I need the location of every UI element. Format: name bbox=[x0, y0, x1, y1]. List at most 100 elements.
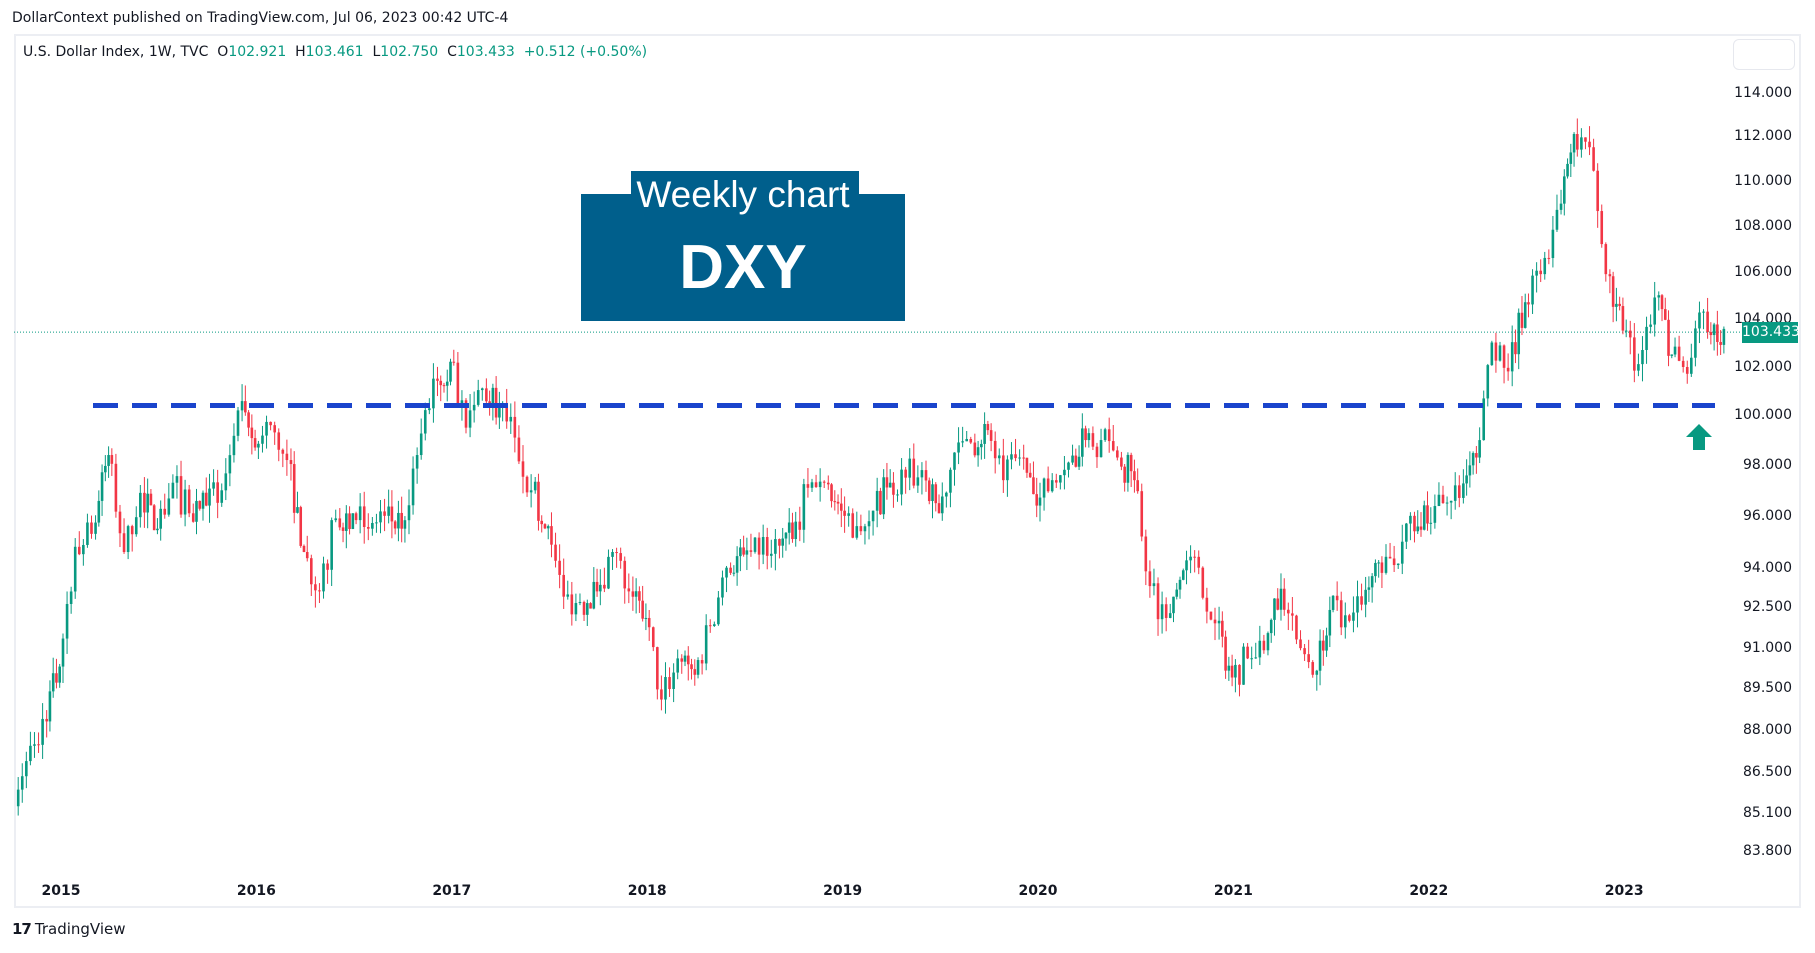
candle-body bbox=[1328, 609, 1332, 636]
candle-body bbox=[1077, 456, 1081, 467]
candle bbox=[1287, 602, 1290, 631]
candle-body bbox=[1307, 654, 1310, 663]
candle bbox=[1539, 259, 1542, 283]
candle-body bbox=[423, 410, 427, 434]
candle bbox=[1193, 550, 1196, 573]
candle bbox=[1569, 143, 1573, 178]
candle-body bbox=[1514, 342, 1517, 355]
candle-body bbox=[976, 447, 980, 456]
candle-body bbox=[1600, 211, 1604, 245]
candle-body bbox=[647, 617, 651, 628]
candle-body bbox=[1471, 453, 1475, 466]
price-tick: 112.000 bbox=[1734, 128, 1792, 145]
candle bbox=[882, 469, 885, 520]
time-tick: 2021 bbox=[1213, 883, 1253, 899]
candle bbox=[118, 504, 122, 548]
chart-settings-box[interactable] bbox=[1733, 39, 1795, 70]
candle bbox=[1315, 669, 1319, 691]
candle bbox=[104, 455, 107, 482]
candle bbox=[1465, 459, 1468, 496]
candle-body bbox=[216, 482, 219, 503]
candle-body bbox=[1660, 295, 1664, 310]
candle-body bbox=[1551, 229, 1555, 259]
candle-body bbox=[104, 465, 107, 473]
candle-body bbox=[1702, 311, 1705, 313]
candle bbox=[1527, 293, 1530, 318]
candle-body bbox=[704, 625, 708, 664]
candle bbox=[1445, 496, 1449, 516]
candle bbox=[296, 491, 299, 514]
candle bbox=[1478, 427, 1481, 464]
candle-body bbox=[1712, 324, 1716, 336]
candle-body bbox=[351, 513, 355, 529]
candle bbox=[1356, 580, 1359, 628]
candle-body bbox=[1273, 598, 1276, 620]
candle-body bbox=[1462, 483, 1465, 498]
candle-body bbox=[107, 455, 110, 466]
candle bbox=[940, 482, 944, 521]
candle-body bbox=[139, 492, 142, 518]
candle bbox=[236, 406, 240, 442]
candle bbox=[957, 427, 960, 465]
candle bbox=[1719, 330, 1722, 356]
candle bbox=[393, 520, 397, 535]
candle bbox=[761, 524, 765, 565]
candle bbox=[1107, 417, 1111, 453]
candle-body bbox=[1566, 163, 1569, 177]
candle-body bbox=[937, 503, 941, 514]
candle bbox=[1660, 294, 1664, 322]
footer-brand[interactable]: TradingView bbox=[34, 920, 126, 938]
candle bbox=[1722, 326, 1726, 354]
candle bbox=[48, 680, 52, 732]
candle-body bbox=[1126, 454, 1130, 483]
candle-body bbox=[1254, 657, 1258, 659]
candle-body bbox=[1527, 302, 1530, 305]
candle-body bbox=[696, 660, 700, 675]
annotation-symbol: DXY bbox=[679, 233, 807, 302]
candle bbox=[683, 650, 687, 667]
candle bbox=[973, 433, 977, 458]
candle bbox=[1370, 573, 1374, 603]
candle-body bbox=[1624, 330, 1628, 332]
candle-body bbox=[122, 533, 126, 553]
candle-body bbox=[345, 513, 348, 531]
close-label: C bbox=[447, 44, 457, 60]
candle-body bbox=[41, 718, 44, 745]
candle-body bbox=[713, 624, 716, 627]
candle-body bbox=[949, 469, 952, 493]
candle bbox=[366, 513, 370, 541]
candle-body bbox=[656, 647, 659, 690]
candle-body bbox=[480, 388, 484, 391]
candle bbox=[611, 549, 614, 570]
candle-body bbox=[1295, 615, 1298, 640]
candle-body bbox=[505, 402, 509, 422]
candle bbox=[818, 468, 822, 502]
candle bbox=[90, 515, 93, 539]
candle bbox=[1254, 642, 1258, 659]
candle-body bbox=[757, 537, 761, 555]
candle-body bbox=[1419, 526, 1423, 530]
candle-body bbox=[1148, 571, 1152, 587]
candle bbox=[1054, 473, 1058, 489]
candle bbox=[1419, 512, 1423, 537]
candle bbox=[1160, 591, 1164, 634]
candle-body bbox=[1572, 134, 1576, 153]
candle bbox=[1133, 459, 1136, 493]
candle-body bbox=[1071, 455, 1074, 463]
candle-body bbox=[1133, 471, 1136, 481]
candle bbox=[1221, 611, 1224, 648]
candle-body bbox=[1433, 506, 1437, 523]
candle bbox=[423, 402, 427, 441]
candle-body bbox=[686, 655, 690, 665]
candle-body bbox=[1136, 480, 1139, 492]
candle bbox=[1318, 629, 1322, 686]
candle-body bbox=[1498, 345, 1502, 361]
candle bbox=[480, 387, 484, 401]
candle-body bbox=[1663, 309, 1667, 320]
candle-body bbox=[631, 591, 635, 597]
candle bbox=[840, 488, 843, 528]
candle bbox=[1490, 340, 1494, 366]
candle bbox=[1486, 363, 1490, 407]
candle-body bbox=[611, 552, 614, 557]
